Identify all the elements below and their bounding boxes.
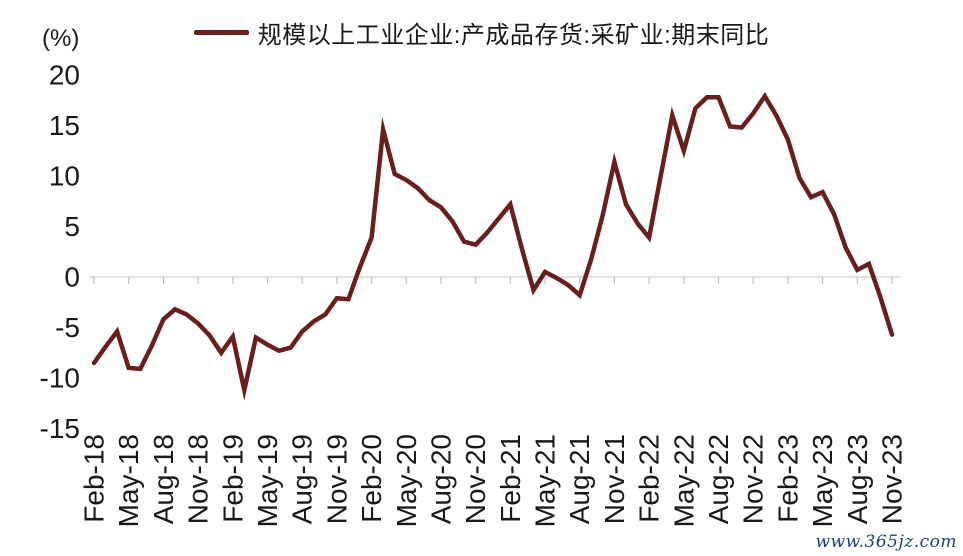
x-tick-label: Feb-20	[356, 434, 387, 523]
x-tick-label: Nov-23	[877, 434, 908, 524]
x-tick-label: Nov-21	[599, 434, 630, 524]
x-tick-label: May-21	[530, 434, 561, 527]
y-tick-label: 20	[49, 60, 80, 91]
x-tick-label: Feb-19	[217, 434, 248, 523]
watermark: www.365jz.com	[815, 532, 957, 552]
x-tick-label: Aug-18	[148, 434, 179, 524]
x-tick-label: May-23	[807, 434, 838, 527]
y-tick-label: 5	[64, 211, 80, 242]
x-tick-label: Nov-18	[183, 434, 214, 524]
series-line	[91, 92, 895, 401]
x-tick-label: Feb-23	[772, 434, 803, 523]
x-tick-label: Aug-19	[287, 434, 318, 524]
x-tick-label: May-20	[391, 434, 422, 527]
y-tick-label: 15	[49, 110, 80, 141]
x-tick-label: Aug-22	[703, 434, 734, 524]
x-tick-label: Feb-18	[79, 434, 110, 523]
y-tick-label: -15	[40, 413, 80, 444]
y-tick-label: 10	[49, 161, 80, 192]
y-axis-unit-label: (%)	[42, 25, 80, 52]
legend-line-swatch	[193, 30, 249, 35]
x-tick-label: Feb-22	[634, 434, 665, 523]
x-tick-label: Nov-19	[321, 434, 352, 524]
y-tick-label: -5	[55, 312, 80, 343]
x-tick-label: May-22	[668, 434, 699, 527]
x-tick-label: May-19	[252, 434, 283, 527]
x-tick-label: May-18	[113, 434, 144, 527]
legend: 规模以上工业企业:产成品存货:采矿业:期末同比	[0, 15, 963, 50]
y-tick-label: -10	[40, 363, 80, 394]
x-tick-label: Nov-20	[460, 434, 491, 524]
y-tick-label: 0	[64, 262, 80, 293]
x-tick-label: Aug-20	[425, 434, 456, 524]
x-tick-label: Feb-21	[495, 434, 526, 523]
x-tick-label: Aug-21	[564, 434, 595, 524]
x-tick-label: Nov-22	[738, 434, 769, 524]
x-tick-label: Aug-23	[842, 434, 873, 524]
legend-label: 规模以上工业企业:产成品存货:采矿业:期末同比	[257, 22, 770, 49]
